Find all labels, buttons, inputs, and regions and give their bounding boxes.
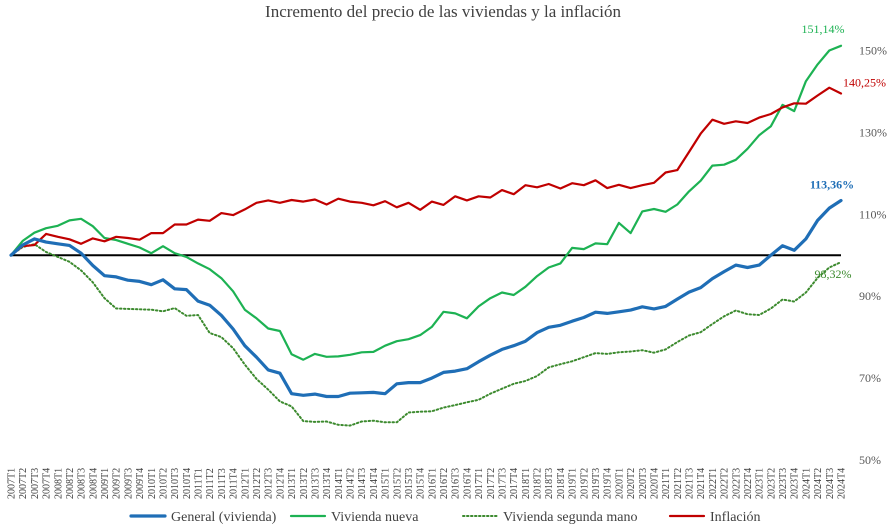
x-tick-label: 2012T4: [275, 468, 286, 499]
x-tick-label: 2021T2: [673, 468, 684, 499]
x-tick-label: 2018T2: [533, 468, 544, 499]
x-tick-label: 2012T3: [264, 468, 275, 499]
x-tick-label: 2024T4: [837, 468, 848, 499]
legend: General (vivienda) Vivienda nueva Vivienda…: [129, 510, 761, 525]
x-tick-label: 2011T3: [217, 468, 228, 499]
end-label: 140,25%: [843, 75, 886, 89]
y-axis: 50% 70% 90% 110% 130% 150%: [859, 43, 887, 467]
x-tick-label: 2014T2: [346, 468, 357, 499]
x-tick-label: 2015T3: [404, 468, 415, 499]
x-tick-label: 2022T1: [708, 468, 719, 499]
x-tick-label: 2024T2: [813, 468, 824, 499]
series-line-vivienda-segunda-mano: [10, 243, 842, 427]
x-tick-label: 2010T2: [158, 468, 169, 499]
x-tick-label: 2020T4: [649, 468, 660, 499]
x-tick-label: 2012T1: [240, 468, 251, 499]
legend-label: General (vivienda): [171, 510, 277, 525]
x-tick-label: 2008T4: [88, 468, 99, 499]
x-tick-label: 2011T2: [205, 468, 216, 499]
x-tick-label: 2011T4: [229, 468, 240, 499]
x-tick-label: 2023T2: [766, 468, 777, 499]
x-tick-label: 2015T1: [381, 468, 392, 499]
x-tick-label: 2021T3: [685, 468, 696, 499]
x-tick-label: 2013T4: [322, 468, 333, 499]
x-tick-label: 2021T4: [696, 468, 707, 499]
x-tick-label: 2023T3: [778, 468, 789, 499]
end-label: 113,36%: [810, 178, 854, 192]
x-tick-label: 2007T1: [7, 468, 18, 499]
x-tick-label: 2013T3: [310, 468, 321, 499]
x-tick-label: 2022T4: [743, 468, 754, 499]
y-tick-label: 90%: [859, 289, 881, 303]
x-tick-label: 2017T4: [509, 468, 520, 499]
x-tick-label: 2018T4: [556, 468, 567, 499]
x-tick-label: 2007T2: [18, 468, 29, 499]
x-tick-label: 2017T2: [486, 468, 497, 499]
x-tick-label: 2023T1: [755, 468, 766, 499]
legend-label: Vivienda segunda mano: [503, 510, 637, 525]
x-tick-label: 2009T1: [100, 468, 111, 499]
x-tick-label: 2012T2: [252, 468, 263, 499]
x-tick-label: 2008T2: [65, 468, 76, 499]
series-line-inflación: [9, 86, 843, 257]
x-tick-label: 2021T1: [661, 468, 672, 499]
x-tick-label: 2022T2: [720, 468, 731, 499]
series-line-vivienda-nueva: [9, 44, 843, 361]
x-tick-label: 2022T3: [731, 468, 742, 499]
end-label: 151,14%: [802, 22, 845, 36]
y-tick-label: 150%: [859, 43, 887, 57]
x-tick-label: 2007T3: [30, 468, 41, 499]
y-tick-label: 110%: [859, 207, 887, 221]
legend-label: Inflación: [710, 510, 761, 525]
x-tick-label: 2016T2: [439, 468, 450, 499]
x-tick-label: 2020T1: [614, 468, 625, 499]
x-tick-label: 2017T1: [474, 468, 485, 499]
legend-label: Vivienda nueva: [331, 510, 419, 525]
x-tick-label: 2014T4: [369, 468, 380, 499]
x-tick-label: 2020T3: [638, 468, 649, 499]
x-tick-label: 2008T1: [53, 468, 64, 499]
x-tick-label: 2008T3: [77, 468, 88, 499]
end-label: 98,32%: [815, 267, 852, 281]
x-tick-label: 2009T3: [123, 468, 134, 499]
x-tick-label: 2019T4: [603, 468, 614, 499]
x-tick-label: 2024T3: [825, 468, 836, 499]
end-labels: 151,14% 140,25% 113,36% 98,32%: [802, 22, 887, 281]
y-tick-label: 50%: [859, 453, 881, 467]
x-tick-label: 2011T1: [194, 468, 205, 499]
series-line-general-vivienda: [9, 198, 843, 399]
x-tick-label: 2016T4: [462, 468, 473, 499]
x-tick-label: 2019T2: [579, 468, 590, 499]
x-tick-label: 2023T4: [790, 468, 801, 499]
x-tick-label: 2007T4: [42, 468, 53, 499]
x-tick-label: 2016T1: [427, 468, 438, 499]
x-tick-label: 2013T2: [299, 468, 310, 499]
y-tick-label: 130%: [859, 125, 887, 139]
x-tick-label: 2014T3: [357, 468, 368, 499]
x-tick-label: 2016T3: [451, 468, 462, 499]
x-tick-label: 2010T3: [170, 468, 181, 499]
x-axis: 2007T1 2007T2 2007T3 2007T4 2008T1 2008T2 2008…: [7, 468, 848, 499]
x-tick-label: 2010T1: [147, 468, 158, 499]
x-tick-label: 2009T2: [112, 468, 123, 499]
series-layer: [9, 44, 843, 427]
x-tick-label: 2020T2: [626, 468, 637, 499]
x-tick-label: 2024T1: [801, 468, 812, 499]
x-tick-label: 2015T2: [392, 468, 403, 499]
x-tick-label: 2010T4: [182, 468, 193, 499]
chart-title: Incremento del precio de las viviendas y…: [265, 2, 621, 21]
x-tick-label: 2018T3: [544, 468, 555, 499]
x-tick-label: 2019T1: [568, 468, 579, 499]
x-tick-label: 2013T1: [287, 468, 298, 499]
x-tick-label: 2015T4: [416, 468, 427, 499]
x-tick-label: 2009T4: [135, 468, 146, 499]
y-tick-label: 70%: [859, 371, 881, 385]
x-tick-label: 2017T3: [497, 468, 508, 499]
x-tick-label: 2014T1: [334, 468, 345, 499]
x-tick-label: 2018T1: [521, 468, 532, 499]
x-tick-label: 2019T3: [591, 468, 602, 499]
